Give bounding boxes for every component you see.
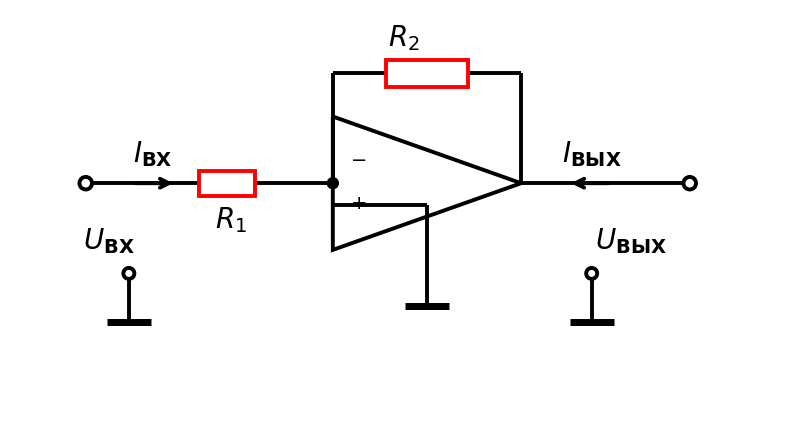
Circle shape <box>586 268 597 279</box>
Bar <box>199 171 255 196</box>
Text: $U_{\mathbf{ВЫХ}}$: $U_{\mathbf{ВЫХ}}$ <box>595 226 667 256</box>
Text: $-$: $-$ <box>350 149 366 168</box>
Bar <box>386 59 468 87</box>
Text: $U_{\mathbf{ВХ}}$: $U_{\mathbf{ВХ}}$ <box>83 226 135 256</box>
Text: $I_{\mathbf{ВЫХ}}$: $I_{\mathbf{ВЫХ}}$ <box>562 139 622 169</box>
Text: $R_2$: $R_2$ <box>388 24 419 53</box>
Text: $I_{\mathbf{ВХ}}$: $I_{\mathbf{ВХ}}$ <box>133 139 173 169</box>
Circle shape <box>123 268 134 279</box>
Circle shape <box>683 177 696 190</box>
Text: $+$: $+$ <box>350 194 367 212</box>
Circle shape <box>328 178 338 189</box>
Circle shape <box>79 177 92 190</box>
Text: $R_1$: $R_1$ <box>215 205 247 235</box>
